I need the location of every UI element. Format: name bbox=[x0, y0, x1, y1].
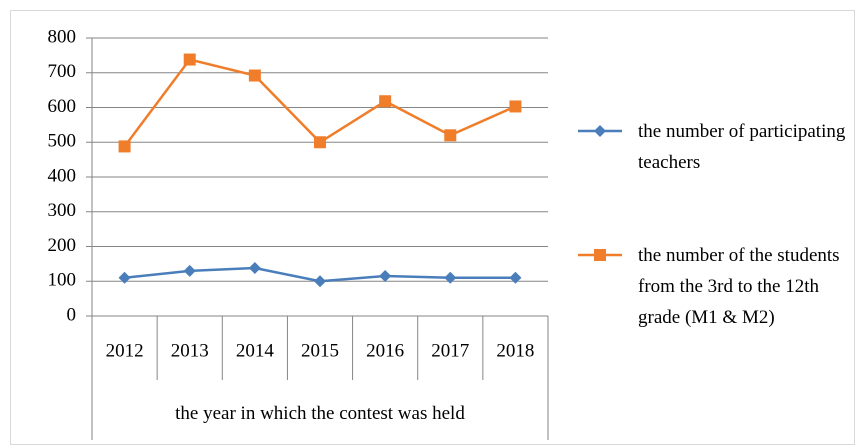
x-axis-title: the year in which the contest was held bbox=[175, 403, 465, 424]
point-marker bbox=[183, 264, 196, 277]
x-tick-label: 2012 bbox=[106, 340, 144, 361]
y-tick-label: 500 bbox=[48, 131, 77, 152]
point-marker bbox=[118, 271, 131, 284]
point-marker bbox=[248, 262, 261, 275]
x-tick-label: 2014 bbox=[236, 340, 275, 361]
point-marker bbox=[314, 136, 326, 149]
point-marker bbox=[314, 275, 326, 288]
y-tick-label: 400 bbox=[48, 165, 77, 186]
legend-marker bbox=[594, 249, 606, 261]
x-tick-label: 2016 bbox=[366, 340, 404, 361]
y-tick-label: 300 bbox=[48, 200, 77, 221]
point-marker bbox=[118, 140, 131, 153]
y-tick-label: 0 bbox=[67, 304, 77, 325]
chart-border bbox=[10, 10, 855, 445]
y-tick-label: 700 bbox=[48, 61, 77, 82]
point-marker bbox=[248, 69, 261, 82]
x-tick-label: 2017 bbox=[431, 340, 469, 361]
x-tick-label: 2013 bbox=[171, 340, 209, 361]
point-marker bbox=[183, 53, 196, 66]
point-marker bbox=[379, 270, 392, 283]
x-tick-label: 2015 bbox=[301, 340, 339, 361]
point-marker bbox=[509, 100, 522, 113]
point-marker bbox=[509, 271, 522, 284]
point-marker bbox=[444, 271, 457, 284]
y-tick-label: 200 bbox=[48, 235, 77, 256]
x-tick-label: 2018 bbox=[496, 340, 534, 361]
y-tick-label: 600 bbox=[48, 96, 77, 117]
legend-marker bbox=[594, 125, 606, 137]
legend-label: the number of participating teachers bbox=[638, 121, 846, 173]
point-marker bbox=[444, 129, 457, 142]
y-tick-label: 100 bbox=[48, 270, 77, 291]
point-marker bbox=[379, 95, 392, 108]
y-tick-label: 800 bbox=[48, 26, 77, 47]
legend-label: the number of the students from the 3rd … bbox=[638, 245, 840, 328]
